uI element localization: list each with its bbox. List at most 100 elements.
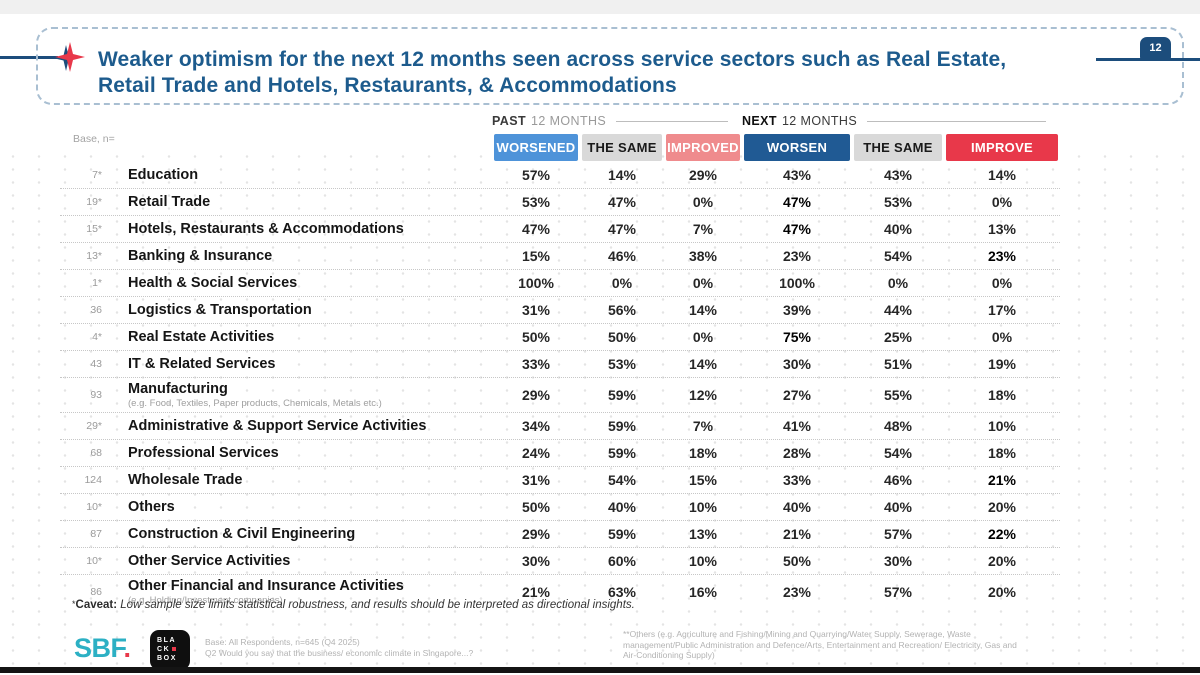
- table-row: 10* Others 50% 40% 10% 40% 40% 20%: [60, 494, 1060, 521]
- table-row: 68 Professional Services 24% 59% 18% 28%…: [60, 440, 1060, 467]
- cell-next-worsen: 75%: [782, 329, 812, 345]
- table-row: 1* Health & Social Services 100% 0% 0% 1…: [60, 270, 1060, 297]
- group-label-bold: NEXT: [742, 114, 777, 128]
- cell-next-improve: 23%: [987, 248, 1017, 264]
- sector-name: Banking & Insurance: [128, 248, 273, 264]
- cell-next-worsen: 28%: [782, 445, 812, 461]
- cell-next-the-same: 54%: [883, 248, 913, 264]
- sector-name: Others: [128, 499, 175, 515]
- cell-next-worsen: 100%: [779, 275, 815, 291]
- blackbox-logo-line: BOX: [157, 655, 177, 662]
- table-row: 19* Retail Trade 53% 47% 0% 47% 53% 0%: [60, 189, 1060, 216]
- row-base-n: 10*: [86, 555, 102, 567]
- row-base-n: 13*: [86, 250, 102, 262]
- row-sector: Education: [128, 164, 492, 186]
- cell-next-the-same: 48%: [883, 418, 913, 434]
- cell-past-the-same: 47%: [607, 221, 637, 237]
- cell-past-improved: 12%: [688, 387, 718, 403]
- row-sector: Other Financial and Insurance Activities…: [128, 575, 492, 609]
- column-header-chip: THE SAME: [582, 134, 662, 161]
- cell-next-improve: 18%: [987, 387, 1017, 403]
- cell-next-the-same: 44%: [883, 302, 913, 318]
- sector-name: IT & Related Services: [128, 356, 276, 372]
- table-row: 43 IT & Related Services 33% 53% 14% 30%…: [60, 351, 1060, 378]
- sector-name: Construction & Civil Engineering: [128, 526, 356, 542]
- cell-past-worsened: 53%: [521, 194, 551, 210]
- table-row: 15* Hotels, Restaurants & Accommodations…: [60, 216, 1060, 243]
- footer-base-note: Base: All Respondents, n=645 (Q4 2025) Q…: [205, 637, 474, 658]
- cell-past-worsened: 50%: [521, 329, 551, 345]
- cell-past-the-same: 0%: [611, 275, 633, 291]
- header-dashed-box: [36, 27, 1184, 105]
- cell-next-the-same: 25%: [883, 329, 913, 345]
- sector-name: Education: [128, 167, 199, 183]
- row-base-n: 124: [84, 474, 102, 486]
- row-sector: Manufacturing (e.g. Food, Textiles, Pape…: [128, 378, 492, 412]
- table-row: 29* Administrative & Support Service Act…: [60, 413, 1060, 440]
- cell-next-the-same: 40%: [883, 499, 913, 515]
- caveat-note: *Caveat: Low sample size limits statisti…: [72, 599, 635, 611]
- table-row: 124 Wholesale Trade 31% 54% 15% 33% 46% …: [60, 467, 1060, 494]
- header-left-rule: [0, 56, 58, 59]
- row-sector: Construction & Civil Engineering: [128, 523, 492, 545]
- cell-next-the-same: 57%: [883, 584, 913, 600]
- table-row: 86 Other Financial and Insurance Activit…: [60, 575, 1060, 609]
- cell-next-worsen: 40%: [782, 499, 812, 515]
- row-sector: Administrative & Support Service Activit…: [128, 415, 492, 437]
- sector-name: Logistics & Transportation: [128, 302, 312, 318]
- row-base-n: 4*: [92, 331, 102, 343]
- cell-past-improved: 14%: [688, 302, 718, 318]
- sector-name: Hotels, Restaurants & Accommodations: [128, 221, 404, 237]
- table-row: 10* Other Service Activities 30% 60% 10%…: [60, 548, 1060, 575]
- sector-subtext: (e.g. Food, Textiles, Paper products, Ch…: [128, 398, 382, 409]
- sparkle-icon: [53, 42, 85, 72]
- cell-past-worsened: 15%: [521, 248, 551, 264]
- cell-past-improved: 16%: [688, 584, 718, 600]
- cell-past-worsened: 47%: [521, 221, 551, 237]
- cell-next-improve: 19%: [987, 356, 1017, 372]
- cell-next-worsen: 23%: [782, 248, 812, 264]
- cell-past-worsened: 57%: [521, 167, 551, 183]
- cell-past-improved: 10%: [688, 499, 718, 515]
- blackbox-logo-line: BLA: [157, 637, 177, 644]
- column-header-chip: IMPROVE: [946, 134, 1058, 161]
- cell-past-the-same: 59%: [607, 445, 637, 461]
- cell-next-the-same: 0%: [887, 275, 909, 291]
- cell-past-the-same: 50%: [607, 329, 637, 345]
- cell-next-improve: 0%: [991, 275, 1013, 291]
- sector-name: Health & Social Services: [128, 275, 298, 291]
- cell-next-the-same: 53%: [883, 194, 913, 210]
- cell-past-the-same: 59%: [607, 418, 637, 434]
- cell-next-improve: 18%: [987, 445, 1017, 461]
- cell-past-the-same: 47%: [607, 194, 637, 210]
- cell-next-worsen: 27%: [782, 387, 812, 403]
- bottom-bar: [0, 667, 1200, 673]
- row-sector: Hotels, Restaurants & Accommodations: [128, 218, 492, 240]
- cell-past-improved: 7%: [692, 221, 714, 237]
- cell-past-worsened: 34%: [521, 418, 551, 434]
- cell-next-worsen: 50%: [782, 553, 812, 569]
- row-base-n: 10*: [86, 501, 102, 513]
- table-row: 36 Logistics & Transportation 31% 56% 14…: [60, 297, 1060, 324]
- cell-next-improve: 20%: [987, 499, 1017, 515]
- cell-past-worsened: 29%: [521, 387, 551, 403]
- row-sector: Banking & Insurance: [128, 245, 492, 267]
- row-base-n: 29*: [86, 420, 102, 432]
- row-sector: Retail Trade: [128, 191, 492, 213]
- cell-next-improve: 21%: [987, 472, 1017, 488]
- cell-past-worsened: 100%: [518, 275, 554, 291]
- cell-past-improved: 0%: [692, 275, 714, 291]
- cell-next-improve: 13%: [987, 221, 1017, 237]
- cell-past-the-same: 63%: [607, 584, 637, 600]
- cell-next-improve: 0%: [991, 194, 1013, 210]
- cell-past-worsened: 31%: [521, 472, 551, 488]
- cell-past-worsened: 29%: [521, 526, 551, 542]
- cell-past-improved: 0%: [692, 329, 714, 345]
- group-next-12-months: NEXT 12 MONTHS: [742, 112, 1060, 130]
- sbf-logo-dot: .: [123, 633, 132, 663]
- cell-next-the-same: 54%: [883, 445, 913, 461]
- row-sector: Real Estate Activities: [128, 326, 492, 348]
- column-header-row: WORSENED THE SAME IMPROVED WORSEN THE SA…: [60, 134, 1060, 161]
- caveat-label: Caveat:: [75, 599, 118, 611]
